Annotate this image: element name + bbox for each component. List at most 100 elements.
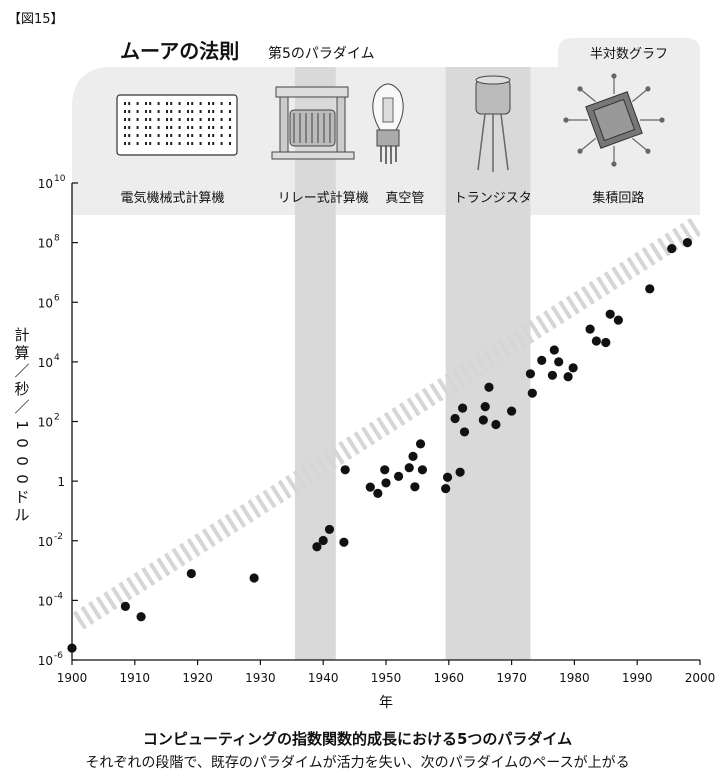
y-axis-label-char: 計 xyxy=(14,326,29,344)
semi-log-label: 半対数グラフ xyxy=(590,47,668,62)
data-point-11 xyxy=(373,488,383,498)
data-point-21 xyxy=(442,472,453,482)
y-axis-label-char: 0 xyxy=(13,438,31,448)
x-tick-label-2: 1920 xyxy=(182,671,213,685)
caption-sub: それぞれの段階で、既存のパラダイムが活力を失い、次のパラダイムのペースが上がる xyxy=(85,755,630,771)
x-tick-label-3: 1930 xyxy=(245,671,276,685)
x-tick-label-7: 1970 xyxy=(496,671,527,685)
data-point-6 xyxy=(318,535,328,546)
y-tick-exp-7: 8 xyxy=(54,234,60,244)
data-point-10 xyxy=(365,482,375,492)
y-axis-label-char: ル xyxy=(14,506,29,524)
y-tick-label-1: 10 xyxy=(38,594,53,608)
data-point-40 xyxy=(591,336,601,346)
y-tick-label-7: 10 xyxy=(38,237,53,251)
data-point-38 xyxy=(568,363,578,373)
data-point-19 xyxy=(417,465,428,475)
y-tick-label-2: 10 xyxy=(38,535,53,549)
relay-icon xyxy=(271,86,355,160)
data-points xyxy=(67,238,693,653)
data-point-27 xyxy=(480,401,490,412)
y-axis-label-char: ／ xyxy=(14,398,29,416)
paradigm-label-3: トランジスタ xyxy=(454,191,532,206)
y-tick-exp-6: 6 xyxy=(54,293,60,303)
data-point-14 xyxy=(393,471,404,481)
data-point-26 xyxy=(478,415,488,425)
data-point-45 xyxy=(667,243,677,254)
x-axis-label: 年 xyxy=(379,695,393,711)
paradigm-label-0: 電気機械式計算機 xyxy=(120,190,224,206)
y-tick-label-4: 10 xyxy=(38,416,53,430)
data-point-17 xyxy=(410,482,420,492)
y-axis-label-char: 0 xyxy=(13,456,31,466)
paradigm-label-2: 真空管 xyxy=(385,191,424,206)
data-point-30 xyxy=(507,406,517,416)
paradigm-label-4: 集積回路 xyxy=(592,190,644,206)
data-point-20 xyxy=(441,483,451,494)
vacuum-tube-icon xyxy=(372,83,404,164)
data-point-43 xyxy=(613,315,623,325)
x-axis-ticks: 1900 1910 1920 1930 1940 1950 1960 1970 1980 1990… xyxy=(57,660,715,685)
data-point-33 xyxy=(537,355,547,365)
data-point-0 xyxy=(67,643,77,653)
data-point-37 xyxy=(563,372,573,382)
data-point-4 xyxy=(249,573,259,583)
paradigm-bands xyxy=(294,67,531,660)
transistor-icon xyxy=(475,75,511,172)
y-axis-label-char: ／ xyxy=(14,362,29,380)
data-point-2 xyxy=(136,612,146,622)
data-point-29 xyxy=(491,419,501,430)
x-tick-label-1: 1910 xyxy=(120,671,151,685)
chart-subtitle: 第5のパラダイム xyxy=(268,45,375,62)
x-tick-label-5: 1950 xyxy=(371,671,402,685)
data-point-5 xyxy=(312,542,322,552)
data-point-44 xyxy=(645,284,655,294)
integrated-circuit-icon xyxy=(563,73,665,167)
data-point-42 xyxy=(605,309,615,319)
data-point-32 xyxy=(527,388,537,398)
data-point-31 xyxy=(525,369,536,379)
data-point-15 xyxy=(404,463,414,473)
paradigm-band-1 xyxy=(294,67,336,660)
figure-label: 【図15】 xyxy=(8,12,64,27)
y-axis-label-char: 0 xyxy=(13,474,31,484)
data-point-46 xyxy=(682,238,693,248)
data-point-25 xyxy=(459,427,470,437)
data-point-8 xyxy=(339,537,349,547)
y-tick-label-3: 1 xyxy=(57,475,65,489)
data-point-24 xyxy=(458,403,468,413)
y-tick-exp-0: -6 xyxy=(54,651,63,661)
y-axis-label-char: 算 xyxy=(14,344,29,362)
chart-title: ムーアの法則 xyxy=(120,39,239,63)
x-tick-label-6: 1960 xyxy=(434,671,465,685)
x-tick-label-4: 1940 xyxy=(308,671,339,685)
y-tick-label-8: 10 xyxy=(38,177,53,191)
y-tick-exp-1: -4 xyxy=(54,591,63,601)
paradigm-labels: 電気機械式計算機 リレー式計算機 真空管 トランジスタ 集積回路 xyxy=(120,190,644,206)
x-tick-label-0: 1900 xyxy=(57,671,88,685)
data-point-12 xyxy=(380,465,390,475)
trend-band xyxy=(72,217,700,630)
y-axis-label-char: 秒 xyxy=(14,380,29,398)
data-point-1 xyxy=(120,601,130,611)
y-tick-exp-4: 2 xyxy=(54,413,60,423)
x-tick-label-10: 2000 xyxy=(685,671,715,685)
paradigm-label-1: リレー式計算機 xyxy=(278,190,369,206)
y-tick-exp-2: -2 xyxy=(54,532,63,542)
data-point-7 xyxy=(324,524,335,535)
x-tick-label-8: 1980 xyxy=(559,671,590,685)
data-point-16 xyxy=(408,451,418,461)
data-point-23 xyxy=(455,467,465,477)
y-tick-label-0: 10 xyxy=(38,654,53,668)
data-point-22 xyxy=(450,413,460,424)
data-point-35 xyxy=(549,345,559,355)
electromechanical-card-icon xyxy=(116,94,238,156)
y-axis-label-char: ド xyxy=(14,488,29,506)
chart: ムーアの法則 第5のパラダイム 半対数グラフ xyxy=(13,38,715,711)
y-tick-label-6: 10 xyxy=(38,296,53,310)
data-point-34 xyxy=(547,370,558,380)
y-axis-label-char: 1 xyxy=(13,420,31,430)
data-point-9 xyxy=(340,465,350,475)
